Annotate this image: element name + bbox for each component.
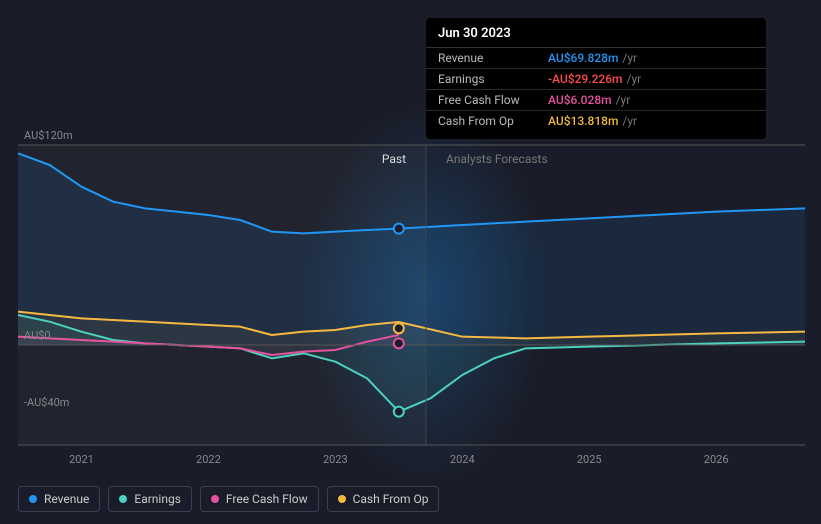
tooltip-row: Earnings-AU$29.226m/yr: [426, 69, 766, 90]
tooltip-date: Jun 30 2023: [426, 26, 766, 48]
x-axis-label: 2021: [69, 453, 94, 466]
y-axis-label: -AU$40m: [24, 396, 69, 409]
tooltip-metric-suffix: /yr: [622, 51, 637, 65]
chart-legend: Revenue Earnings Free Cash Flow Cash From O…: [18, 486, 439, 512]
x-axis-label: 2026: [704, 453, 729, 466]
x-axis-label: 2024: [450, 453, 475, 466]
tooltip-metric-suffix: /yr: [616, 93, 631, 107]
chart-tooltip: Jun 30 2023 RevenueAU$69.828m/yrEarnings…: [426, 18, 766, 139]
legend-dot-icon: [29, 495, 37, 503]
legend-item-earnings[interactable]: Earnings: [108, 486, 192, 512]
y-axis-label: AU$120m: [24, 129, 73, 142]
y-axis-label: AU$0: [24, 329, 51, 342]
tooltip-metric-label: Free Cash Flow: [438, 93, 548, 107]
legend-item-cfo[interactable]: Cash From Op: [327, 486, 440, 512]
legend-item-revenue[interactable]: Revenue: [18, 486, 100, 512]
legend-item-fcf[interactable]: Free Cash Flow: [200, 486, 319, 512]
legend-dot-icon: [211, 495, 219, 503]
tooltip-metric-value: -AU$29.226m: [548, 72, 623, 86]
legend-dot-icon: [119, 495, 127, 503]
tooltip-metric-label: Revenue: [438, 51, 548, 65]
legend-label: Cash From Op: [353, 492, 429, 506]
past-region-label: Past: [382, 152, 406, 166]
legend-label: Earnings: [134, 492, 181, 506]
x-axis-label: 2023: [323, 453, 348, 466]
forecast-region-label: Analysts Forecasts: [446, 152, 548, 166]
tooltip-metric-label: Earnings: [438, 72, 548, 86]
tooltip-row: RevenueAU$69.828m/yr: [426, 48, 766, 69]
tooltip-row: Free Cash FlowAU$6.028m/yr: [426, 90, 766, 111]
x-axis-label: 2025: [577, 453, 602, 466]
x-axis-label: 2022: [196, 453, 221, 466]
financial-chart: Past Analysts Forecasts Jun 30 2023 Reve…: [0, 0, 821, 524]
tooltip-metric-suffix: /yr: [622, 114, 637, 128]
tooltip-metric-value: AU$69.828m: [548, 51, 618, 65]
tooltip-metric-value: AU$6.028m: [548, 93, 612, 107]
tooltip-metric-suffix: /yr: [627, 72, 642, 86]
legend-label: Revenue: [44, 492, 89, 506]
tooltip-metric-label: Cash From Op: [438, 114, 548, 128]
legend-label: Free Cash Flow: [226, 492, 308, 506]
tooltip-metric-value: AU$13.818m: [548, 114, 618, 128]
tooltip-row: Cash From OpAU$13.818m/yr: [426, 111, 766, 131]
legend-dot-icon: [338, 495, 346, 503]
